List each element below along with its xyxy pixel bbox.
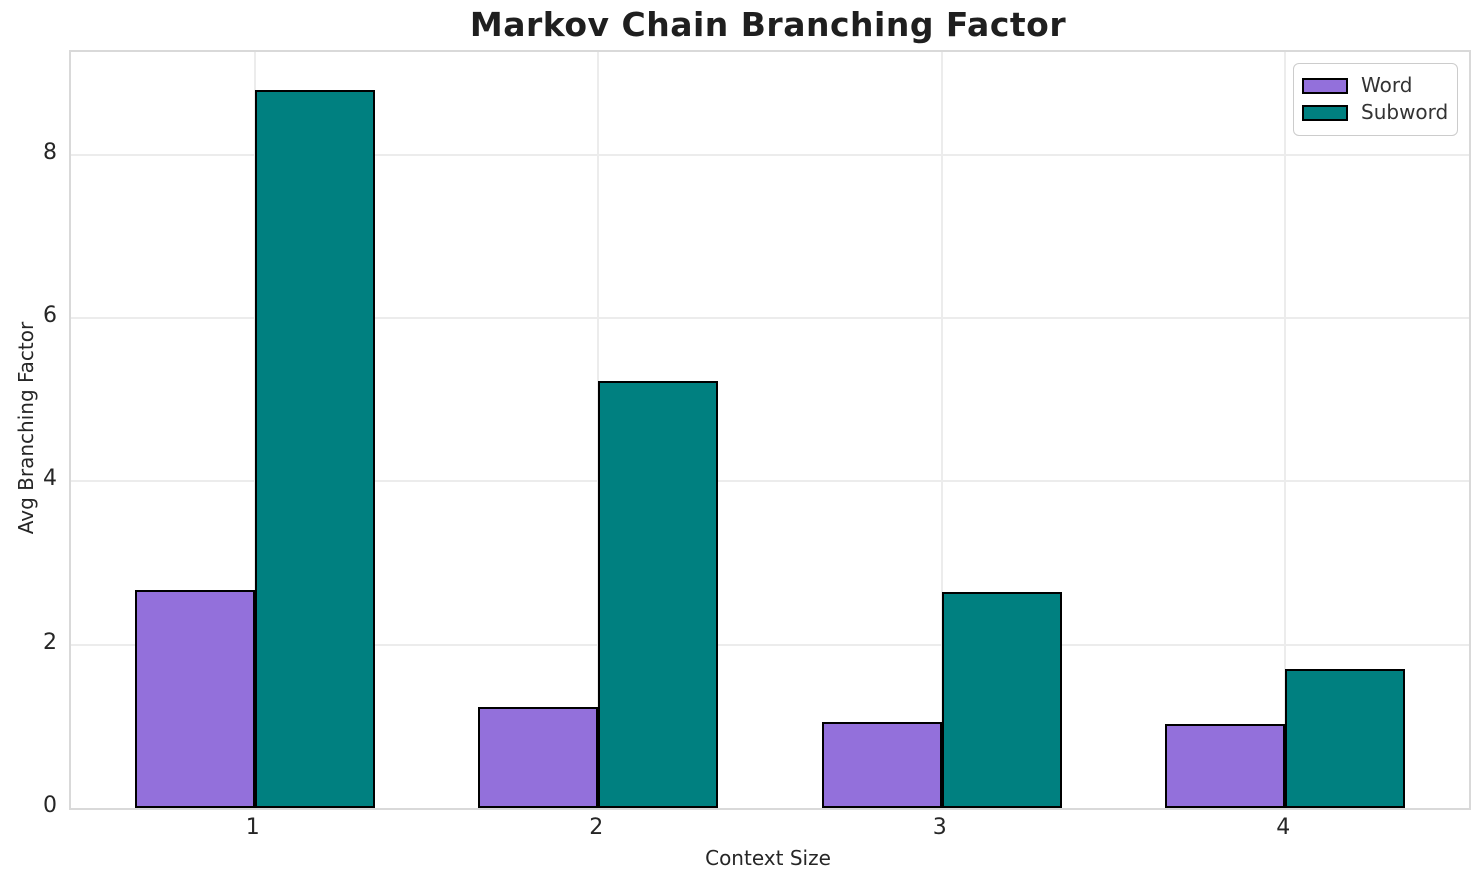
x-tick-label-3: 3 bbox=[932, 815, 947, 840]
gridline-y-6 bbox=[71, 317, 1469, 320]
bar-subword-context-3 bbox=[941, 591, 1062, 808]
legend-label-word: Word bbox=[1361, 73, 1413, 97]
x-tick-label-1: 1 bbox=[245, 815, 260, 840]
legend-item-word: Word bbox=[1302, 72, 1447, 99]
gridline-y-4 bbox=[71, 480, 1469, 483]
legend-item-subword: Subword bbox=[1302, 99, 1449, 126]
legend-label-subword: Subword bbox=[1361, 100, 1449, 124]
y-tick-label-4: 4 bbox=[43, 466, 57, 492]
legend: Word Subword bbox=[1293, 63, 1458, 136]
x-tick-label-4: 4 bbox=[1276, 815, 1291, 840]
x-tick-label-2: 2 bbox=[589, 815, 604, 840]
plot-area bbox=[69, 50, 1471, 810]
y-tick-label-0: 0 bbox=[43, 793, 57, 818]
bar-word-context-4 bbox=[1165, 723, 1286, 808]
subword-series-swatch-icon bbox=[1302, 104, 1348, 121]
bar-word-context-2 bbox=[478, 706, 599, 808]
gridline-x-3 bbox=[940, 52, 943, 808]
y-tick-label-8: 8 bbox=[43, 139, 57, 165]
y-tick-label-6: 6 bbox=[43, 303, 57, 329]
gridline-x-4 bbox=[1284, 52, 1287, 808]
bar-subword-context-4 bbox=[1285, 669, 1406, 808]
bar-word-context-1 bbox=[134, 590, 255, 808]
word-series-swatch-icon bbox=[1302, 77, 1348, 94]
y-tick-label-2: 2 bbox=[43, 629, 57, 655]
x-axis-label: Context Size bbox=[705, 846, 831, 870]
chart-title: Markov Chain Branching Factor bbox=[469, 5, 1067, 44]
gridline-y-8 bbox=[71, 153, 1469, 156]
bar-word-context-3 bbox=[821, 722, 942, 808]
bar-subword-context-1 bbox=[254, 89, 375, 808]
bar-subword-context-2 bbox=[598, 381, 719, 808]
y-axis-label: Avg Branching Factor bbox=[14, 321, 38, 535]
gridline-y-2 bbox=[71, 643, 1469, 646]
